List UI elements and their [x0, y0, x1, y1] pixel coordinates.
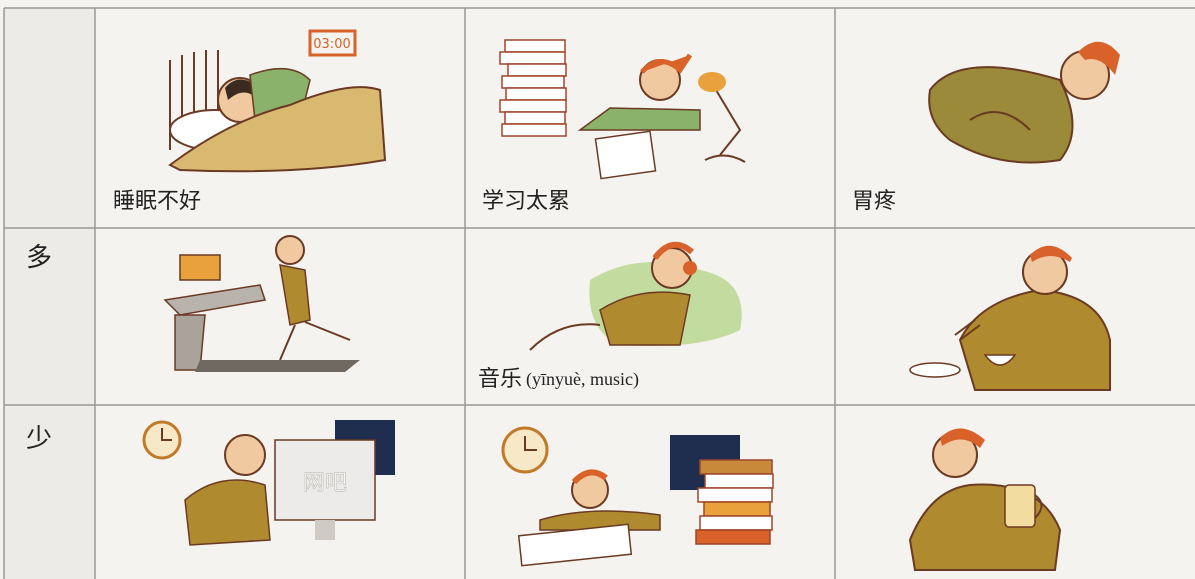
clock-hands [161, 428, 172, 441]
beer-mug [1004, 484, 1036, 528]
caption: 音乐 [478, 367, 522, 392]
illustration-music [529, 241, 742, 351]
row-label: 少 [26, 424, 52, 454]
hair [1078, 41, 1120, 75]
hair [640, 53, 693, 74]
arm [969, 111, 1031, 131]
open-book [517, 523, 633, 567]
monitor [274, 439, 376, 521]
shirt [539, 510, 661, 531]
monitor-stand [315, 520, 335, 540]
notebook [594, 130, 657, 180]
shirt [184, 479, 271, 546]
console [163, 284, 266, 316]
caption: 睡眠不好 [113, 189, 201, 214]
illustration-studying-late [501, 426, 774, 567]
chopsticks [954, 319, 981, 341]
blanket [168, 86, 387, 173]
clock-display: 03:00 [313, 37, 350, 52]
monitor-sign: 网吧 [303, 471, 347, 496]
illustration-stomach [928, 41, 1120, 164]
alarm-clock [308, 29, 357, 57]
headphone [683, 261, 697, 275]
hair [1030, 245, 1072, 262]
shirt [279, 264, 311, 326]
legs [279, 321, 351, 361]
caption: 学习太累 [482, 189, 570, 214]
illustration-sleep: 03:00 [168, 29, 387, 173]
head [224, 434, 266, 476]
lamp-shade [698, 72, 726, 92]
illustration-study [499, 39, 746, 180]
illustration-internet-cafe: 网吧 [142, 420, 395, 546]
belt [195, 360, 360, 372]
bowl [983, 354, 1017, 366]
label-column [4, 8, 95, 579]
row-label: 多 [26, 243, 52, 273]
screen [179, 254, 221, 281]
legs [529, 323, 601, 351]
shirt [577, 107, 701, 131]
grid [3, 7, 1195, 579]
book-stack [499, 39, 567, 137]
book-stack [695, 459, 774, 545]
illustration-eating [909, 245, 1111, 391]
sweater [928, 66, 1074, 164]
clock-hands [524, 436, 537, 451]
headboard [169, 50, 219, 150]
illustration-treadmill [163, 235, 360, 372]
lamp [704, 79, 746, 163]
plate [909, 362, 961, 378]
caption: 胃疼 [852, 189, 896, 214]
hair [940, 428, 985, 448]
hair [571, 469, 608, 485]
illustration-drinking [908, 428, 1062, 571]
mug-handle [1034, 494, 1043, 519]
pinyin-gloss: (yīnyuè, music) [526, 369, 639, 390]
head [275, 235, 305, 265]
hair [652, 241, 694, 260]
shirt [599, 291, 691, 346]
